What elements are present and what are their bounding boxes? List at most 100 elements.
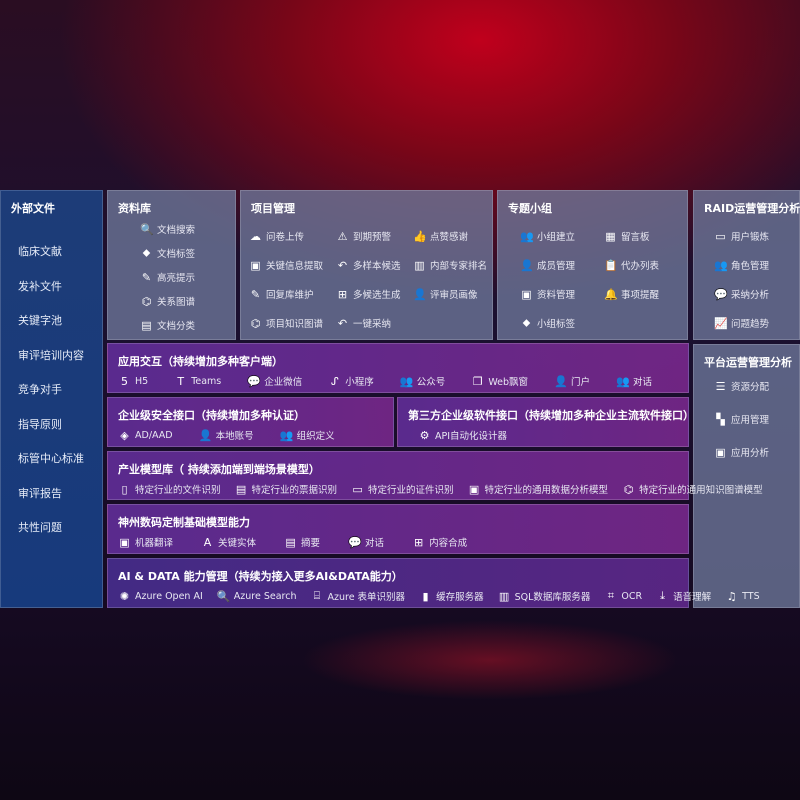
library-item-label: 文档标签 — [157, 249, 196, 260]
chat-icon: 👥 — [616, 374, 630, 388]
external-file-item: 标管中心标准 — [18, 452, 84, 465]
graph-icon: ⌬ — [141, 294, 152, 308]
aidata-item: ♫ TTS — [725, 589, 760, 603]
interaction-item: ᔑ 小程序 — [328, 374, 374, 389]
security-item: ◈ AD/AAD — [118, 428, 173, 442]
chart-icon: ▣ — [715, 445, 726, 459]
group-item: ▣ 资料管理 — [520, 287, 575, 302]
users-icon: 👥 — [520, 229, 534, 243]
industry-item-label: 特定行业的票据识别 — [251, 485, 338, 496]
project-item: ✎ 回复库维护 — [249, 287, 314, 302]
document-search-icon: 🔍 — [140, 222, 154, 236]
window-icon: ▣ — [250, 258, 261, 272]
project-item-label: 到期预警 — [353, 232, 392, 243]
project-title: 项目管理 — [251, 202, 295, 215]
users-icon: 👥 — [714, 258, 728, 272]
aidata-item: ⌸ Azure 表单识别器 — [310, 589, 405, 603]
qa-icon: 💬 — [714, 287, 728, 301]
id-card-icon: ▭ — [352, 482, 363, 496]
reply-icon: ↶ — [337, 258, 348, 272]
custom-item: 💬 对话 — [348, 535, 384, 550]
tts-icon: ♫ — [726, 589, 737, 603]
external-files-panel: 外部文件 临床文献 发补文件 关键字池 审评培训内容 竞争对手 指导原则 标管中心标准 审评报… — [0, 190, 103, 608]
interaction-item-label: 门户 — [571, 377, 591, 388]
entity-icon: A — [203, 535, 212, 549]
interaction-item: 👥 对话 — [616, 374, 653, 389]
interaction-panel: 应用交互（持续增加多种客户端） 5 H5 T Teams 💬 企业微信 ᔑ 小程序 👥 公众号 ❐ W… — [107, 343, 689, 393]
reply-icon: ↶ — [337, 316, 348, 330]
industry-item-label: 特定行业的证件识别 — [368, 485, 454, 496]
aidata-item-label: TTS — [742, 590, 760, 602]
project-item-label: 问卷上传 — [266, 232, 305, 243]
platform-title: 平台运营管理分析 — [704, 356, 792, 369]
interaction-item-label: Web飘窗 — [488, 377, 529, 388]
openai-icon: ✺ — [119, 589, 130, 603]
library-item: ▤ 文档分类 — [140, 318, 196, 333]
bbs-icon: ▦ — [605, 229, 616, 243]
group-item: 👤 成员管理 — [520, 258, 576, 273]
external-file-item: 审评培训内容 — [18, 348, 84, 362]
aidata-item: 🔍 Azure Search — [217, 589, 297, 603]
teams-icon: T — [177, 374, 185, 388]
industry-item: ▣ 特定行业的通用数据分析模型 — [468, 482, 608, 497]
project-item: ▥ 内部专家排名 — [413, 258, 488, 273]
industry-item-label: 特定行业的通用知识图谱模型 — [639, 485, 763, 496]
interaction-item-label: 对话 — [633, 377, 653, 388]
platform-item-label: 应用管理 — [731, 415, 770, 426]
platform-item: ▚ 应用管理 — [714, 412, 770, 427]
project-item-label: 多候选生成 — [353, 290, 401, 301]
interaction-item: 5 H5 — [118, 374, 148, 388]
external-file-item: 审评报告 — [18, 486, 62, 500]
group-item: 📋 代办列表 — [604, 258, 659, 273]
external-files-title: 外部文件 — [11, 202, 55, 215]
aidata-item-label: 语音理解 — [673, 592, 712, 603]
puzzle-icon: ⊞ — [413, 535, 424, 549]
file-icon: ▯ — [121, 482, 128, 496]
tag-icon: ⬥ — [522, 316, 531, 329]
group-item-label: 成员管理 — [537, 261, 576, 272]
external-file-item: 发补文件 — [18, 279, 62, 293]
checklist-icon: ☰ — [715, 379, 726, 393]
project-item: ↶ 一键采纳 — [336, 316, 391, 331]
industry-item: ▭ 特定行业的证件识别 — [351, 482, 454, 497]
interaction-item-label: 企业微信 — [264, 377, 303, 388]
industry-item: ⌬ 特定行业的通用知识图谱模型 — [622, 482, 763, 497]
thirdparty-panel: 第三方企业级软件接口（持续增加多种企业主流软件接口） ⚙ API自动化设计器 — [397, 397, 694, 447]
aidata-panel: AI & DATA 能力管理（持续为接入更多AI&DATA能力） ✺ Azure … — [107, 558, 760, 608]
aidata-item-label: Azure 表单识别器 — [327, 592, 406, 603]
group-item-label: 留言板 — [621, 232, 650, 243]
custom-item: ▤ 摘要 — [284, 535, 320, 550]
custom-item-label: 机器翻译 — [135, 538, 174, 549]
project-item: ☁ 问卷上传 — [249, 229, 305, 244]
raid-item: ▭ 用户锻炼 — [714, 229, 769, 244]
security-item: 👥 组织定义 — [280, 428, 335, 443]
library-item: 🔍 文档搜索 — [140, 222, 195, 237]
platform-item: ▣ 应用分析 — [714, 445, 769, 460]
library-item-label: 高亮提示 — [157, 273, 196, 284]
library-item: ⌬ 关系图谱 — [140, 294, 195, 309]
project-item: ▣ 关键信息提取 — [249, 258, 323, 273]
project-item: ⊞ 多候选生成 — [336, 287, 401, 302]
group-item: ▦ 留言板 — [604, 229, 650, 244]
cache-icon: ▮ — [422, 589, 429, 603]
aidata-item: ▮ 缓存服务器 — [419, 589, 484, 604]
external-file-item: 关键字池 — [18, 314, 62, 327]
custom-item: ▣ 机器翻译 — [118, 535, 174, 550]
group-title: 专题小组 — [508, 202, 552, 215]
external-file-item: 竞争对手 — [18, 383, 62, 396]
industry-panel: 产业模型库（ 持续添加端到端场景模型） ▯ 特定行业的文件识别 ▤ 特定行业的票据识别… — [107, 451, 763, 500]
user-icon: 👤 — [198, 428, 213, 442]
security-item-label: 本地账号 — [215, 431, 254, 442]
interaction-item: 👤 门户 — [554, 374, 591, 389]
platform-item-label: 资源分配 — [731, 382, 770, 393]
security-item-label: AD/AAD — [135, 429, 173, 441]
raid-item-label: 问题趋势 — [731, 319, 770, 330]
project-item-label: 内部专家排名 — [430, 261, 488, 272]
interaction-item: 👥 公众号 — [400, 374, 446, 389]
security-item-label: 组织定义 — [296, 431, 335, 442]
library-item-label: 文档分类 — [157, 321, 196, 332]
trend-icon: 📈 — [714, 316, 728, 330]
project-item-label: 评审员画像 — [430, 290, 478, 301]
security-title: 企业级安全接口（持续增加多种认证） — [118, 409, 305, 422]
project-item: ⌬ 项目知识图谱 — [249, 316, 323, 331]
